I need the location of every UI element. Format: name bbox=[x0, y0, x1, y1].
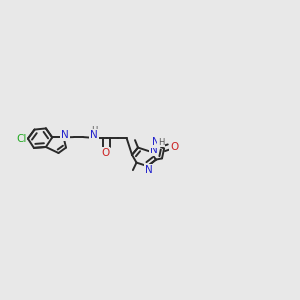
Text: N: N bbox=[61, 130, 69, 140]
Text: O: O bbox=[170, 142, 178, 152]
Text: H: H bbox=[91, 126, 97, 135]
Text: H: H bbox=[158, 138, 164, 147]
Text: N: N bbox=[152, 137, 160, 147]
Text: N: N bbox=[150, 145, 158, 155]
Text: N: N bbox=[90, 130, 98, 140]
Text: Cl: Cl bbox=[16, 134, 26, 144]
Text: O: O bbox=[101, 148, 109, 158]
Text: N: N bbox=[145, 165, 152, 175]
